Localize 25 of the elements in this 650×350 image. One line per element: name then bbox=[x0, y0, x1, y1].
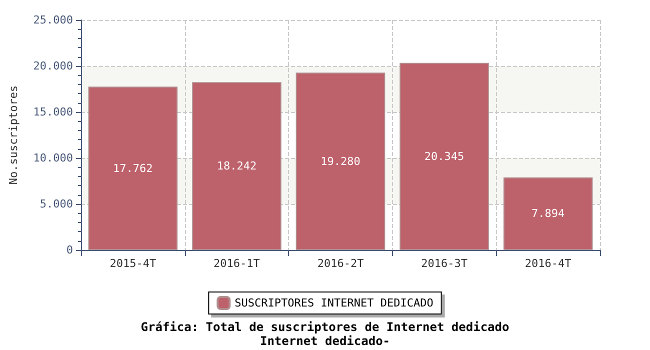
x-tick-label: 2016-4T bbox=[524, 257, 572, 270]
y-tick-label: 25.000 bbox=[33, 14, 73, 26]
bar bbox=[88, 86, 178, 250]
text: Gráfica: Total de suscriptores de Internet dedicado bbox=[140, 320, 510, 334]
data-label: 20.345 bbox=[424, 150, 464, 163]
bar bbox=[400, 62, 489, 250]
x-tick-label: 2016-2T bbox=[317, 257, 364, 270]
x-tick-label: 2016-1T bbox=[214, 257, 260, 270]
legend-label: SUSCRIPTORES INTERNET DEDICADO bbox=[234, 296, 434, 310]
bar bbox=[503, 177, 593, 250]
y-tick-label: 10.000 bbox=[33, 152, 73, 164]
data-label: 18.242 bbox=[216, 160, 257, 173]
y-tick-label: 0 bbox=[66, 244, 73, 256]
y-tick-label: 20.000 bbox=[33, 60, 73, 72]
y-axis-title: No.suscriptores bbox=[7, 85, 20, 185]
data-label: 7.894 bbox=[532, 207, 566, 220]
data-label: 19.280 bbox=[320, 154, 360, 168]
bar bbox=[192, 82, 282, 250]
text: Internet dedicado- bbox=[260, 334, 390, 348]
x-tick-label: 2015-4T bbox=[110, 257, 156, 270]
x-tick-label: 2016-3T bbox=[421, 257, 468, 270]
y-tick-label: 15.000 bbox=[33, 106, 73, 118]
data-label: 17.762 bbox=[113, 162, 153, 175]
bar bbox=[296, 72, 386, 250]
y-tick-label: 5.000 bbox=[40, 198, 73, 210]
